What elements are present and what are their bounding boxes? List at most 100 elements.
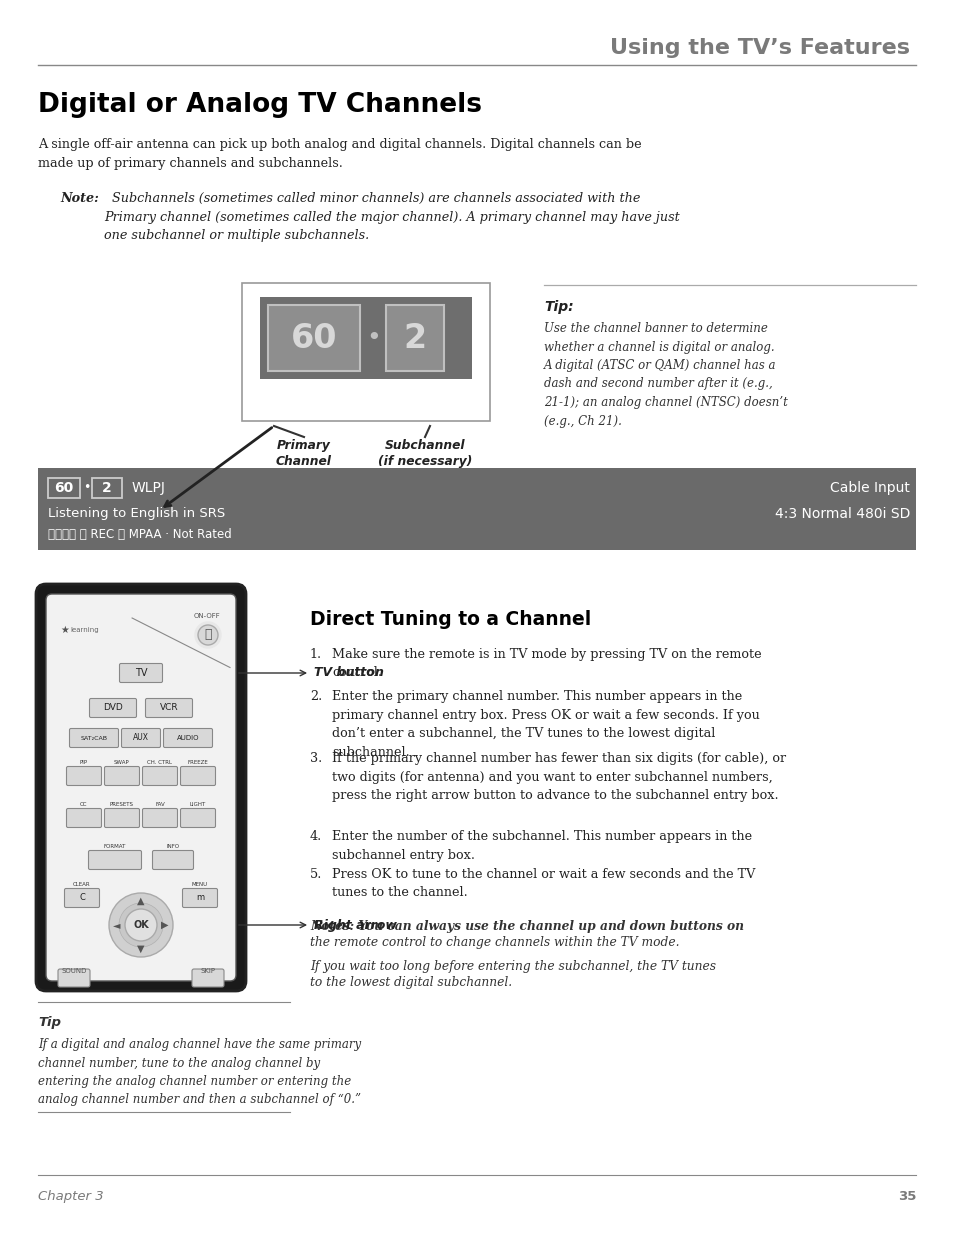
Text: VCR: VCR — [159, 704, 178, 713]
Text: CLEAR: CLEAR — [73, 882, 91, 887]
Text: Enter the number of the subchannel. This number appears in the
subchannel entry : Enter the number of the subchannel. This… — [332, 830, 751, 862]
Text: 2: 2 — [403, 321, 426, 354]
FancyBboxPatch shape — [163, 729, 213, 747]
Text: SAT₂CAB: SAT₂CAB — [80, 736, 108, 741]
Text: TV: TV — [134, 668, 147, 678]
Text: AUX: AUX — [132, 734, 149, 742]
FancyBboxPatch shape — [105, 809, 139, 827]
Text: Subchannel
(if necessary): Subchannel (if necessary) — [377, 438, 472, 468]
Text: Chapter 3: Chapter 3 — [38, 1191, 104, 1203]
Text: •: • — [83, 482, 91, 494]
Circle shape — [198, 625, 218, 645]
FancyBboxPatch shape — [36, 584, 246, 990]
FancyBboxPatch shape — [180, 767, 215, 785]
Text: MENU: MENU — [192, 882, 208, 887]
Text: Digital or Analog TV Channels: Digital or Analog TV Channels — [38, 91, 481, 119]
Bar — [260, 296, 472, 379]
Text: Press OK to tune to the channel or wait a few seconds and the TV
tunes to the ch: Press OK to tune to the channel or wait … — [332, 868, 755, 899]
Text: SKIP: SKIP — [200, 968, 215, 974]
Text: FREEZE: FREEZE — [188, 760, 208, 764]
Text: Tip:: Tip: — [543, 300, 573, 314]
Bar — [91, 478, 122, 498]
FancyBboxPatch shape — [119, 663, 162, 683]
FancyBboxPatch shape — [182, 888, 217, 908]
Text: to the lowest digital subchannel.: to the lowest digital subchannel. — [310, 976, 512, 989]
Text: PIP: PIP — [80, 760, 88, 764]
Text: FAV: FAV — [155, 802, 165, 806]
Text: m: m — [195, 893, 204, 903]
FancyBboxPatch shape — [105, 767, 139, 785]
Text: Direct Tuning to a Channel: Direct Tuning to a Channel — [310, 610, 591, 629]
FancyBboxPatch shape — [180, 809, 215, 827]
Text: Ⓒⓓⓘⓓ ⓜ REC Ⓐ MPAA · Not Rated: Ⓒⓓⓘⓓ ⓜ REC Ⓐ MPAA · Not Rated — [48, 527, 232, 541]
Text: AUDIO: AUDIO — [176, 735, 199, 741]
Circle shape — [119, 903, 163, 947]
Text: Listening to English in SRS: Listening to English in SRS — [48, 508, 225, 520]
FancyBboxPatch shape — [146, 699, 193, 718]
Text: •: • — [366, 326, 381, 350]
Text: ★: ★ — [60, 625, 69, 635]
Text: ▲: ▲ — [137, 897, 145, 906]
Circle shape — [109, 893, 172, 957]
Text: 60: 60 — [291, 321, 337, 354]
Text: Using the TV’s Features: Using the TV’s Features — [609, 38, 909, 58]
Text: 4:3 Normal 480i SD: 4:3 Normal 480i SD — [774, 508, 909, 521]
Text: ⏻: ⏻ — [204, 629, 212, 641]
Text: Tip: Tip — [38, 1016, 61, 1029]
Text: TV button: TV button — [314, 667, 383, 679]
Text: C: C — [79, 893, 85, 903]
Text: Subchannels (sometimes called minor channels) are channels associated with the
P: Subchannels (sometimes called minor chan… — [104, 191, 679, 242]
Bar — [48, 478, 80, 498]
Circle shape — [125, 909, 157, 941]
Text: OK: OK — [133, 920, 149, 930]
FancyBboxPatch shape — [142, 809, 177, 827]
Text: FORMAT: FORMAT — [104, 844, 126, 848]
Text: Notes: You can always use the channel up and down buttons on: Notes: You can always use the channel up… — [310, 920, 743, 932]
Text: SWAP: SWAP — [114, 760, 130, 764]
FancyBboxPatch shape — [67, 767, 101, 785]
Text: If a digital and analog channel have the same primary
channel number, tune to th: If a digital and analog channel have the… — [38, 1037, 361, 1107]
Text: If you wait too long before entering the subchannel, the TV tunes: If you wait too long before entering the… — [310, 960, 716, 973]
Text: ▼: ▼ — [137, 944, 145, 953]
Bar — [268, 305, 359, 370]
Bar — [386, 305, 443, 370]
FancyBboxPatch shape — [121, 729, 160, 747]
Text: DVD: DVD — [103, 704, 123, 713]
Text: If the primary channel number has fewer than six digits (for cable), or
two digi: If the primary channel number has fewer … — [332, 752, 785, 802]
Text: learning: learning — [70, 627, 98, 634]
FancyBboxPatch shape — [90, 699, 136, 718]
Text: PRESETS: PRESETS — [110, 802, 133, 806]
FancyBboxPatch shape — [89, 851, 141, 869]
Text: LIGHT: LIGHT — [190, 802, 206, 806]
Text: 4.: 4. — [310, 830, 322, 844]
FancyBboxPatch shape — [152, 851, 193, 869]
FancyBboxPatch shape — [142, 767, 177, 785]
Text: 35: 35 — [897, 1191, 915, 1203]
FancyBboxPatch shape — [58, 969, 90, 987]
Text: 2: 2 — [102, 480, 112, 495]
Text: the remote control to change channels within the TV mode.: the remote control to change channels wi… — [310, 936, 679, 948]
Text: Enter the primary channel number. This number appears in the
primary channel ent: Enter the primary channel number. This n… — [332, 690, 759, 758]
FancyBboxPatch shape — [192, 969, 224, 987]
Text: CC: CC — [80, 802, 88, 806]
Text: Make sure the remote is in TV mode by pressing TV on the remote
control.: Make sure the remote is in TV mode by pr… — [332, 648, 760, 679]
Text: Cable Input: Cable Input — [829, 480, 909, 495]
Circle shape — [194, 622, 221, 648]
Text: ◄: ◄ — [113, 920, 121, 930]
Text: ▶: ▶ — [161, 920, 169, 930]
FancyBboxPatch shape — [67, 809, 101, 827]
Text: INFO: INFO — [166, 844, 179, 848]
Text: WLPJ: WLPJ — [132, 480, 166, 495]
FancyBboxPatch shape — [70, 729, 118, 747]
Text: ON-OFF: ON-OFF — [193, 613, 220, 619]
Text: Primary
Channel: Primary Channel — [275, 438, 332, 468]
Text: SOUND: SOUND — [61, 968, 87, 974]
Text: Note:: Note: — [60, 191, 99, 205]
Text: Right arrow: Right arrow — [314, 919, 396, 931]
FancyBboxPatch shape — [46, 594, 235, 981]
Text: 1.: 1. — [310, 648, 322, 661]
Text: Use the channel banner to determine
whether a channel is digital or analog.
A di: Use the channel banner to determine whet… — [543, 322, 787, 427]
Text: 3.: 3. — [310, 752, 322, 764]
Bar — [242, 283, 490, 421]
Text: 60: 60 — [54, 480, 73, 495]
